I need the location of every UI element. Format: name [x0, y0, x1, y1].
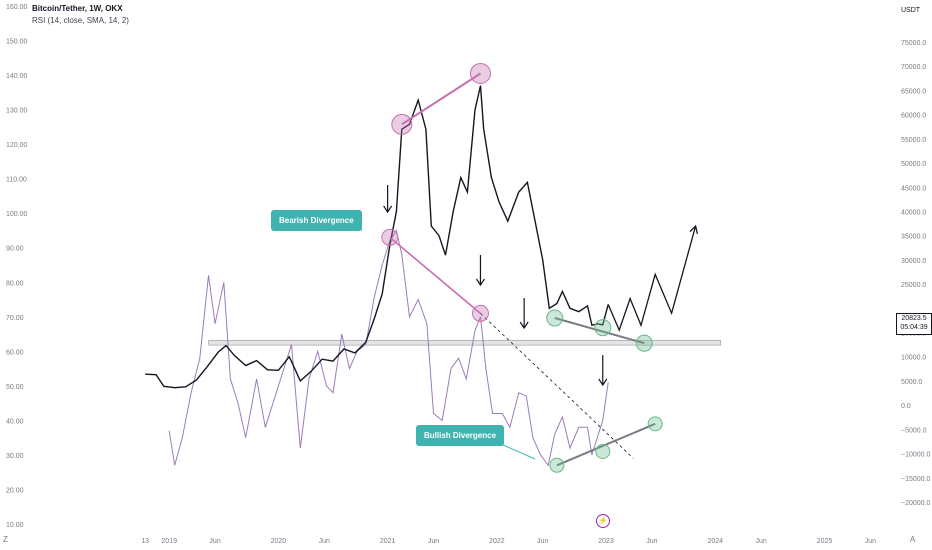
- bearish-extension-line: [480, 313, 634, 459]
- bar-countdown: 05:04:39: [900, 324, 928, 331]
- left-tick-label: 110.00: [6, 177, 27, 184]
- left-tick-label: 50.00: [6, 384, 24, 391]
- left-tick-label: 40.00: [6, 418, 24, 425]
- left-tick-label: 150.00: [6, 39, 28, 46]
- left-tick-label: 140.00: [6, 73, 28, 80]
- left-axis: 160.00 150.00 140.00 130.00 120.00 110.00 100.…: [6, 4, 28, 529]
- down-arrow-head: [519, 321, 529, 330]
- price-line: [145, 85, 609, 389]
- timezone-toggle[interactable]: Z: [3, 535, 8, 544]
- x-tick-label: 2020: [271, 538, 287, 545]
- right-tick-label: 35000.0: [901, 234, 926, 241]
- bullish-rsi-marker: [647, 416, 663, 432]
- support-zone-box: [208, 339, 722, 346]
- support-zone: [208, 339, 722, 346]
- x-axis: 13 2019 Jun 2020 Jun 2021 Jun 2022 Jun 2023 Jun 202…: [141, 538, 876, 545]
- right-tick-label: 45000.0: [901, 185, 926, 192]
- x-tick-label: Jun: [319, 538, 330, 545]
- bullish-price-marker: [635, 334, 653, 352]
- bearish-price-line: [401, 72, 482, 126]
- x-tick-label: Jun: [209, 538, 220, 545]
- down-arrow-head: [475, 278, 485, 287]
- x-tick-label: Jun: [755, 538, 766, 545]
- bullish-price-marker: [594, 319, 612, 337]
- symbol-title[interactable]: Bitcoin/Tether, 1W, OKX: [32, 4, 123, 13]
- bullish-price-marker: [546, 309, 564, 327]
- right-axis: USDT 75000.0 70000.0 65000.0 60000.0 55000.0 5…: [901, 7, 930, 507]
- right-tick-label: 40000.0: [901, 209, 926, 216]
- projection-path: [607, 225, 697, 332]
- x-tick-label: Jun: [537, 538, 548, 545]
- left-tick-label: 120.00: [6, 142, 28, 149]
- bearish-price-marker: [469, 62, 491, 84]
- auto-scale-toggle[interactable]: A: [910, 535, 916, 544]
- right-tick-label: 70000.0: [901, 64, 926, 71]
- left-tick-label: 90.00: [6, 246, 24, 253]
- bullish-price-line: [554, 317, 645, 345]
- right-tick-label: 0.0: [901, 403, 911, 410]
- last-price: 20823.5: [901, 315, 927, 322]
- right-tick-label: 50000.0: [901, 161, 926, 168]
- annotation-layer: [334, 62, 663, 473]
- left-tick-label: 80.00: [6, 280, 24, 287]
- left-tick-label: 30.00: [6, 453, 24, 460]
- x-tick-label: 2025: [817, 538, 833, 545]
- right-tick-label: 75000.0: [901, 40, 926, 47]
- left-tick-label: 10.00: [6, 522, 24, 529]
- down-arrow-head: [383, 205, 393, 214]
- x-tick-label: 2021: [380, 538, 396, 545]
- x-tick-label: Jun: [865, 538, 876, 545]
- x-tick-label: 2024: [707, 538, 723, 545]
- left-tick-label: 70.00: [6, 315, 24, 322]
- x-tick-label: Jun: [646, 538, 657, 545]
- bullish-rsi-line: [556, 422, 656, 467]
- last-price-tag: 20823.5 05:04:39: [896, 313, 932, 335]
- bearish-rsi-marker: [381, 228, 399, 246]
- right-tick-label: −10000.0: [901, 452, 930, 459]
- bearish-rsi-marker: [471, 304, 489, 322]
- left-tick-label: 20.00: [6, 487, 24, 494]
- indicator-legend[interactable]: RSI (14, close, SMA, 14, 2): [32, 16, 129, 25]
- bearish-rsi-line: [389, 236, 481, 314]
- right-tick-label: 55000.0: [901, 137, 926, 144]
- rsi-line: [168, 229, 609, 467]
- series-layer: [145, 85, 699, 467]
- right-tick-label: −5000.0: [901, 427, 927, 434]
- left-tick-label: 160.00: [6, 4, 28, 11]
- left-tick-label: 100.00: [6, 211, 28, 218]
- x-tick-label: 2022: [489, 538, 505, 545]
- x-tick-label: 2019: [161, 538, 177, 545]
- right-tick-label: 65000.0: [901, 88, 926, 95]
- right-axis-unit: USDT: [901, 7, 921, 14]
- right-tick-label: 60000.0: [901, 113, 926, 120]
- right-tick-label: −20000.0: [901, 500, 930, 507]
- bearish-divergence-callout: Bearish Divergence: [271, 210, 362, 231]
- left-tick-label: 60.00: [6, 349, 24, 356]
- bearish-price-marker: [391, 113, 413, 135]
- bullish-divergence-callout: Bullish Divergence: [416, 425, 505, 446]
- bullish-rsi-marker: [549, 457, 565, 473]
- event-flash-icon[interactable]: ⚡: [596, 514, 610, 528]
- right-tick-label: −15000.0: [901, 476, 930, 483]
- right-tick-label: 10000.0: [901, 355, 926, 362]
- right-tick-label: 25000.0: [901, 282, 926, 289]
- left-tick-label: 130.00: [6, 108, 28, 115]
- x-tick-label: 2023: [598, 538, 614, 545]
- projection-arrowhead: [689, 224, 699, 234]
- down-arrow-head: [598, 378, 608, 387]
- right-tick-label: 30000.0: [901, 258, 926, 265]
- x-tick-label: Jun: [428, 538, 439, 545]
- right-tick-label: 5000.0: [901, 379, 923, 386]
- bullish-rsi-marker: [595, 443, 611, 459]
- x-tick-label: 13: [141, 538, 149, 545]
